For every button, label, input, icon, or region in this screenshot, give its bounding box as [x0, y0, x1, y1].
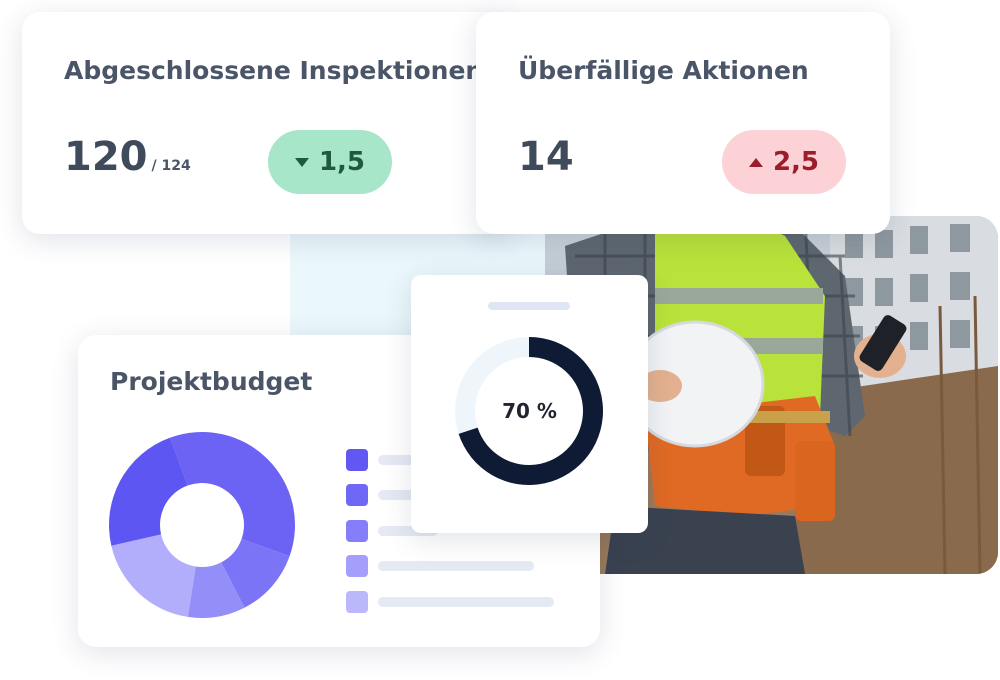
progress-gauge-card: 70 % [411, 275, 648, 533]
legend-row [346, 549, 554, 585]
trend-badge: 2,5 [722, 130, 846, 194]
legend-swatch [346, 484, 368, 507]
budget-legend [346, 442, 554, 620]
legend-row [346, 442, 554, 478]
legend-text-placeholder [378, 596, 554, 607]
legend-row [346, 584, 554, 620]
donut-segment-5 [109, 437, 188, 546]
progress-gauge [455, 337, 603, 485]
trend-badge: 1,5 [268, 130, 392, 194]
legend-row [346, 478, 554, 514]
trend-value: 1,5 [318, 147, 366, 177]
card-title: Projektbudget [110, 367, 313, 396]
kpi-value: 14 [518, 134, 574, 180]
donut-segment-2 [221, 539, 290, 608]
legend-swatch [346, 590, 368, 613]
completed-inspections-card: Abgeschlossene Inspektionen 120/ 124 1,5 [22, 12, 512, 234]
legend-text-placeholder [378, 525, 438, 536]
legend-text-placeholder [378, 490, 438, 501]
legend-swatch [346, 448, 368, 471]
kpi-total: / 124 [151, 158, 191, 174]
card-title: Überfällige Aktionen [518, 56, 809, 85]
legend-text-placeholder [378, 454, 438, 465]
budget-donut-chart [109, 432, 295, 618]
donut-segment-4 [111, 534, 196, 617]
gauge-header-placeholder [488, 302, 570, 310]
legend-row [346, 513, 554, 549]
overdue-actions-card: Überfällige Aktionen 14 2,5 [476, 12, 890, 234]
kpi-current: 120 [64, 134, 148, 180]
kpi-value: 120/ 124 [64, 134, 191, 180]
gauge-label: 70 % [502, 399, 557, 423]
arrow-up-icon [748, 157, 763, 167]
arrow-down-icon [294, 157, 309, 167]
legend-text-placeholder [378, 561, 534, 572]
legend-swatch [346, 519, 368, 542]
trend-value: 2,5 [772, 147, 820, 177]
legend-swatch [346, 555, 368, 578]
donut-segment-3 [187, 562, 245, 618]
card-title: Abgeschlossene Inspektionen [64, 56, 484, 85]
donut-segment-1 [170, 432, 295, 557]
